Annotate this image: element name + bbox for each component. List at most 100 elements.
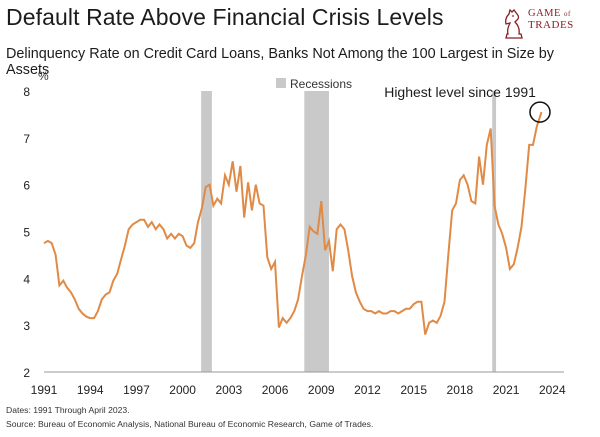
data-point (93, 317, 95, 319)
footer-note: Dates: 1991 Through April 2023. (6, 405, 130, 415)
data-point (332, 270, 334, 272)
y-tick-label: 6 (23, 179, 30, 193)
data-point (162, 228, 164, 230)
data-point (128, 228, 130, 230)
data-point (216, 198, 218, 200)
data-point (455, 202, 457, 204)
data-point (228, 184, 230, 186)
data-point (201, 207, 203, 209)
y-tick-label: 8 (23, 85, 30, 99)
data-point (105, 294, 107, 296)
data-point (251, 209, 253, 211)
data-point (147, 226, 149, 228)
data-point (58, 284, 60, 286)
data-point (313, 231, 315, 233)
data-point (541, 111, 543, 113)
data-point (70, 291, 72, 293)
x-tick-label: 1997 (123, 383, 150, 397)
x-tick-label: 2024 (539, 383, 566, 397)
y-tick-label: 2 (23, 366, 30, 380)
data-point (393, 310, 395, 312)
data-point (386, 312, 388, 314)
logo-text: GAME of (528, 8, 571, 19)
data-point (309, 226, 311, 228)
x-tick-label: 1994 (77, 383, 104, 397)
data-point (89, 317, 91, 319)
recession-bands (201, 91, 497, 372)
data-point (459, 179, 461, 181)
data-point (366, 310, 368, 312)
data-point (132, 223, 134, 225)
data-point (494, 205, 496, 207)
data-point (274, 261, 276, 263)
data-point (193, 242, 195, 244)
data-point (405, 308, 407, 310)
y-tick-label: 7 (23, 132, 30, 146)
y-tick-label: 5 (23, 226, 30, 240)
annotation-highest-level: Highest level since 1991 (384, 84, 536, 100)
x-tick-label: 1991 (31, 383, 58, 397)
data-point (197, 221, 199, 223)
data-point (101, 298, 103, 300)
data-point (370, 310, 372, 312)
page-subtitle: Delinquency Rate on Credit Card Loans, B… (6, 46, 554, 78)
data-point (478, 156, 480, 158)
data-point (482, 184, 484, 186)
data-point (440, 315, 442, 317)
x-tick-label: 2000 (169, 383, 196, 397)
data-point (247, 181, 249, 183)
data-point (155, 228, 157, 230)
data-point (474, 202, 476, 204)
data-point (143, 219, 145, 221)
data-point (436, 322, 438, 324)
data-point (209, 184, 211, 186)
data-point (262, 205, 264, 207)
footer-source: Source: Bureau of Economic Analysis, Nat… (6, 419, 374, 429)
data-point (505, 247, 507, 249)
data-point (108, 291, 110, 293)
data-point (178, 233, 180, 235)
data-point (278, 327, 280, 329)
data-point (305, 254, 307, 256)
x-tick-label: 2012 (354, 383, 381, 397)
data-point (486, 144, 488, 146)
data-point (347, 249, 349, 251)
data-point (159, 223, 161, 225)
data-point (135, 221, 137, 223)
data-point (343, 228, 345, 230)
data-point (62, 280, 64, 282)
data-point (78, 308, 80, 310)
data-point (120, 259, 122, 261)
data-point (351, 275, 353, 277)
data-point (451, 209, 453, 211)
data-point (293, 310, 295, 312)
data-point (259, 202, 261, 204)
legend-label-recessions: Recessions (290, 77, 352, 91)
data-point (289, 317, 291, 319)
x-tick-label: 2006 (262, 383, 289, 397)
data-point (424, 334, 426, 336)
data-point (320, 200, 322, 202)
data-point (390, 310, 392, 312)
game-of-trades-logo: GAME of TRADES (500, 4, 590, 44)
data-point (232, 160, 234, 162)
data-point (443, 301, 445, 303)
data-point (182, 235, 184, 237)
data-point (139, 219, 141, 221)
series-points (43, 111, 543, 335)
y-tick-label: 3 (23, 319, 30, 333)
data-point (536, 125, 538, 127)
data-point (428, 322, 430, 324)
data-point (374, 312, 376, 314)
logo-text-trades: TRADES (528, 19, 574, 31)
data-point (517, 247, 519, 249)
data-point (212, 205, 214, 207)
data-point (316, 233, 318, 235)
recession-band-1 (201, 91, 212, 372)
x-tick-label: 2018 (447, 383, 474, 397)
data-point (124, 245, 126, 247)
data-point (82, 312, 84, 314)
data-point (470, 200, 472, 202)
data-point (74, 298, 76, 300)
data-point (417, 301, 419, 303)
